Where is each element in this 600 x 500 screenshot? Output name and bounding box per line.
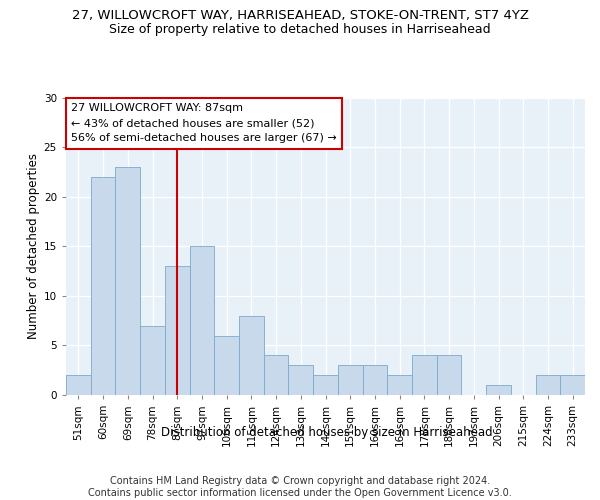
- Bar: [165, 266, 190, 395]
- Bar: [190, 246, 214, 395]
- Bar: [412, 356, 437, 395]
- Bar: [486, 385, 511, 395]
- Bar: [560, 375, 585, 395]
- Bar: [66, 375, 91, 395]
- Y-axis label: Number of detached properties: Number of detached properties: [26, 153, 40, 340]
- Text: 27 WILLOWCROFT WAY: 87sqm
← 43% of detached houses are smaller (52)
56% of semi-: 27 WILLOWCROFT WAY: 87sqm ← 43% of detac…: [71, 104, 337, 143]
- Bar: [387, 375, 412, 395]
- Bar: [239, 316, 264, 395]
- Text: Size of property relative to detached houses in Harriseahead: Size of property relative to detached ho…: [109, 22, 491, 36]
- Bar: [437, 356, 461, 395]
- Text: Contains HM Land Registry data © Crown copyright and database right 2024.
Contai: Contains HM Land Registry data © Crown c…: [88, 476, 512, 498]
- Bar: [362, 365, 387, 395]
- Bar: [115, 167, 140, 395]
- Bar: [313, 375, 338, 395]
- Text: 27, WILLOWCROFT WAY, HARRISEAHEAD, STOKE-ON-TRENT, ST7 4YZ: 27, WILLOWCROFT WAY, HARRISEAHEAD, STOKE…: [71, 9, 529, 22]
- Bar: [91, 177, 115, 395]
- Bar: [214, 336, 239, 395]
- Bar: [264, 356, 289, 395]
- Bar: [289, 365, 313, 395]
- Text: Distribution of detached houses by size in Harriseahead: Distribution of detached houses by size …: [161, 426, 493, 439]
- Bar: [140, 326, 165, 395]
- Bar: [338, 365, 362, 395]
- Bar: [536, 375, 560, 395]
